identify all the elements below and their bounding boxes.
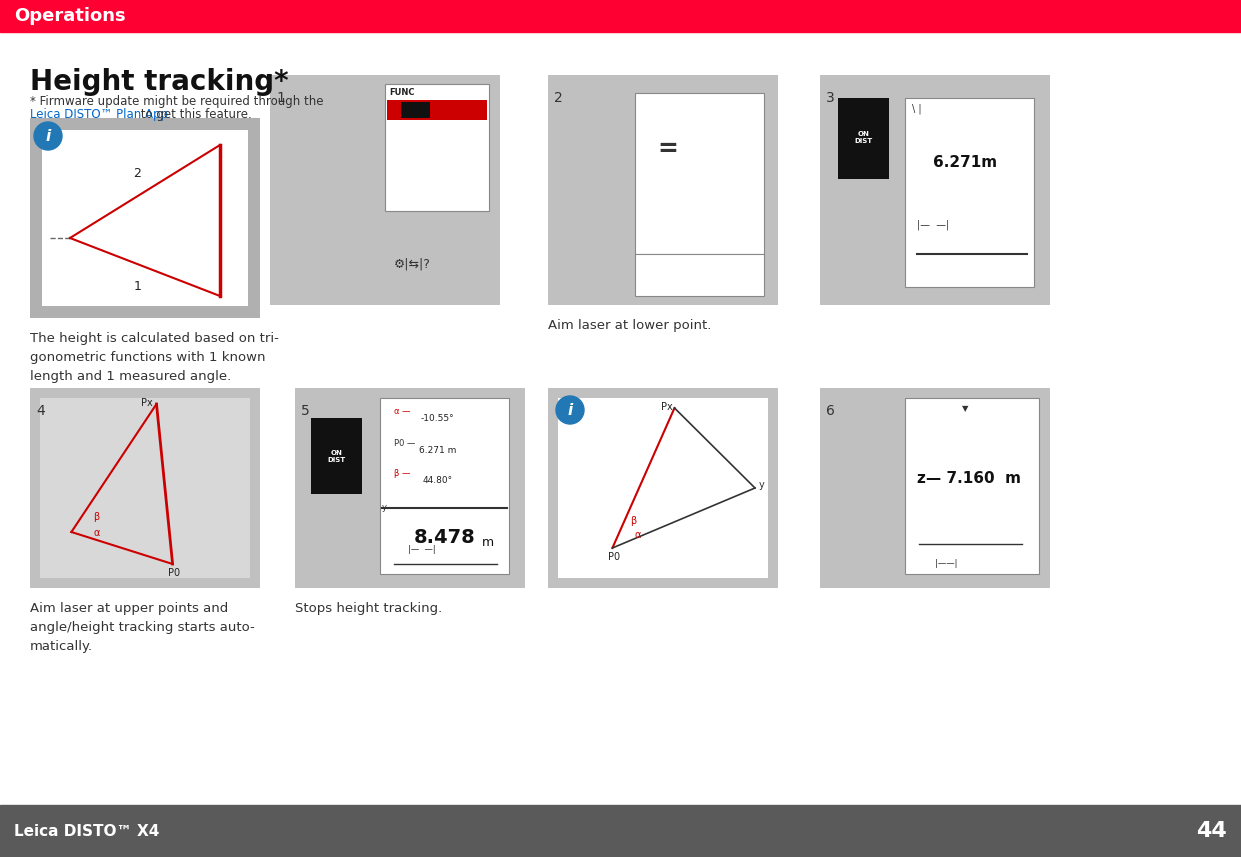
Bar bbox=[0, 805, 1241, 857]
Bar bbox=[271, 75, 500, 305]
Bar bbox=[635, 93, 764, 255]
Text: ⚙|⇆|?: ⚙|⇆|? bbox=[395, 257, 431, 270]
Bar bbox=[549, 75, 778, 305]
Text: ON
DIST: ON DIST bbox=[855, 130, 872, 144]
Bar bbox=[385, 84, 489, 211]
Text: 3: 3 bbox=[827, 91, 835, 105]
Text: 2: 2 bbox=[553, 91, 562, 105]
Text: i: i bbox=[567, 403, 572, 417]
Text: m: m bbox=[483, 536, 494, 549]
Text: P0: P0 bbox=[608, 552, 620, 562]
Text: |—  —|: |— —| bbox=[917, 219, 949, 230]
Text: β: β bbox=[93, 512, 99, 522]
Bar bbox=[905, 398, 1039, 574]
Text: i: i bbox=[46, 129, 51, 143]
Bar bbox=[558, 398, 768, 578]
Bar bbox=[387, 100, 486, 120]
Bar bbox=[401, 102, 429, 118]
Text: Px: Px bbox=[141, 398, 153, 408]
Text: * Firmware update might be required through the: * Firmware update might be required thro… bbox=[30, 95, 324, 108]
Bar bbox=[311, 418, 361, 494]
Text: |——|: |——| bbox=[936, 560, 958, 568]
Text: 2: 2 bbox=[134, 167, 141, 180]
Text: =: = bbox=[658, 136, 678, 160]
Text: 1: 1 bbox=[134, 279, 141, 292]
Text: Aim laser at upper points and
angle/height tracking starts auto-
matically.: Aim laser at upper points and angle/heig… bbox=[30, 602, 254, 653]
Text: ON
DIST: ON DIST bbox=[328, 450, 345, 463]
Text: β —: β — bbox=[393, 469, 411, 478]
Text: 6.271m: 6.271m bbox=[933, 155, 997, 170]
Bar bbox=[380, 398, 509, 574]
Text: Leica DISTO™ X4: Leica DISTO™ X4 bbox=[14, 824, 159, 838]
Bar bbox=[820, 388, 1050, 588]
Text: P0: P0 bbox=[168, 568, 180, 578]
Text: 4: 4 bbox=[36, 404, 45, 418]
Circle shape bbox=[34, 122, 62, 150]
Bar bbox=[549, 388, 778, 588]
Text: 5: 5 bbox=[302, 404, 310, 418]
Bar bbox=[635, 255, 764, 296]
Text: 44: 44 bbox=[1196, 821, 1227, 841]
Text: Operations: Operations bbox=[14, 7, 125, 25]
Bar bbox=[30, 118, 261, 318]
Text: Leica DISTO™ Plan App: Leica DISTO™ Plan App bbox=[30, 108, 168, 121]
Bar bbox=[905, 98, 1034, 286]
Text: 6: 6 bbox=[827, 404, 835, 418]
Text: y: y bbox=[759, 480, 764, 490]
Text: α —: α — bbox=[393, 407, 411, 416]
Text: \ |: \ | bbox=[912, 104, 922, 114]
Text: P0 —: P0 — bbox=[393, 439, 416, 448]
Bar bbox=[839, 98, 889, 178]
Bar bbox=[40, 398, 249, 578]
Text: α: α bbox=[93, 528, 99, 538]
Text: Aim laser at lower point.: Aim laser at lower point. bbox=[549, 319, 711, 332]
Bar bbox=[42, 130, 248, 306]
Text: to get this feature.: to get this feature. bbox=[137, 108, 252, 121]
Text: -10.55°: -10.55° bbox=[421, 414, 454, 423]
Text: 44.80°: 44.80° bbox=[422, 476, 453, 485]
Bar bbox=[295, 388, 525, 588]
Text: β: β bbox=[630, 516, 637, 526]
Text: z— 7.160  m: z— 7.160 m bbox=[917, 470, 1020, 486]
Bar bbox=[0, 0, 1241, 32]
Text: ▼: ▼ bbox=[962, 404, 968, 413]
Text: The height is calculated based on tri-
gonometric functions with 1 known
length : The height is calculated based on tri- g… bbox=[30, 332, 279, 383]
Text: |—  —|: |— —| bbox=[407, 546, 436, 554]
Text: Stops height tracking.: Stops height tracking. bbox=[295, 602, 442, 615]
Bar bbox=[30, 388, 261, 588]
Text: 8.478: 8.478 bbox=[413, 528, 475, 547]
Bar bbox=[820, 75, 1050, 305]
Text: 6.271 m: 6.271 m bbox=[419, 446, 457, 455]
Text: Height tracking*: Height tracking* bbox=[30, 68, 289, 96]
Text: Px: Px bbox=[660, 402, 673, 412]
Text: FUNC: FUNC bbox=[388, 88, 414, 97]
Text: y —: y — bbox=[382, 503, 398, 512]
Circle shape bbox=[556, 396, 585, 424]
Text: 1: 1 bbox=[276, 91, 285, 105]
Text: α: α bbox=[634, 530, 640, 540]
